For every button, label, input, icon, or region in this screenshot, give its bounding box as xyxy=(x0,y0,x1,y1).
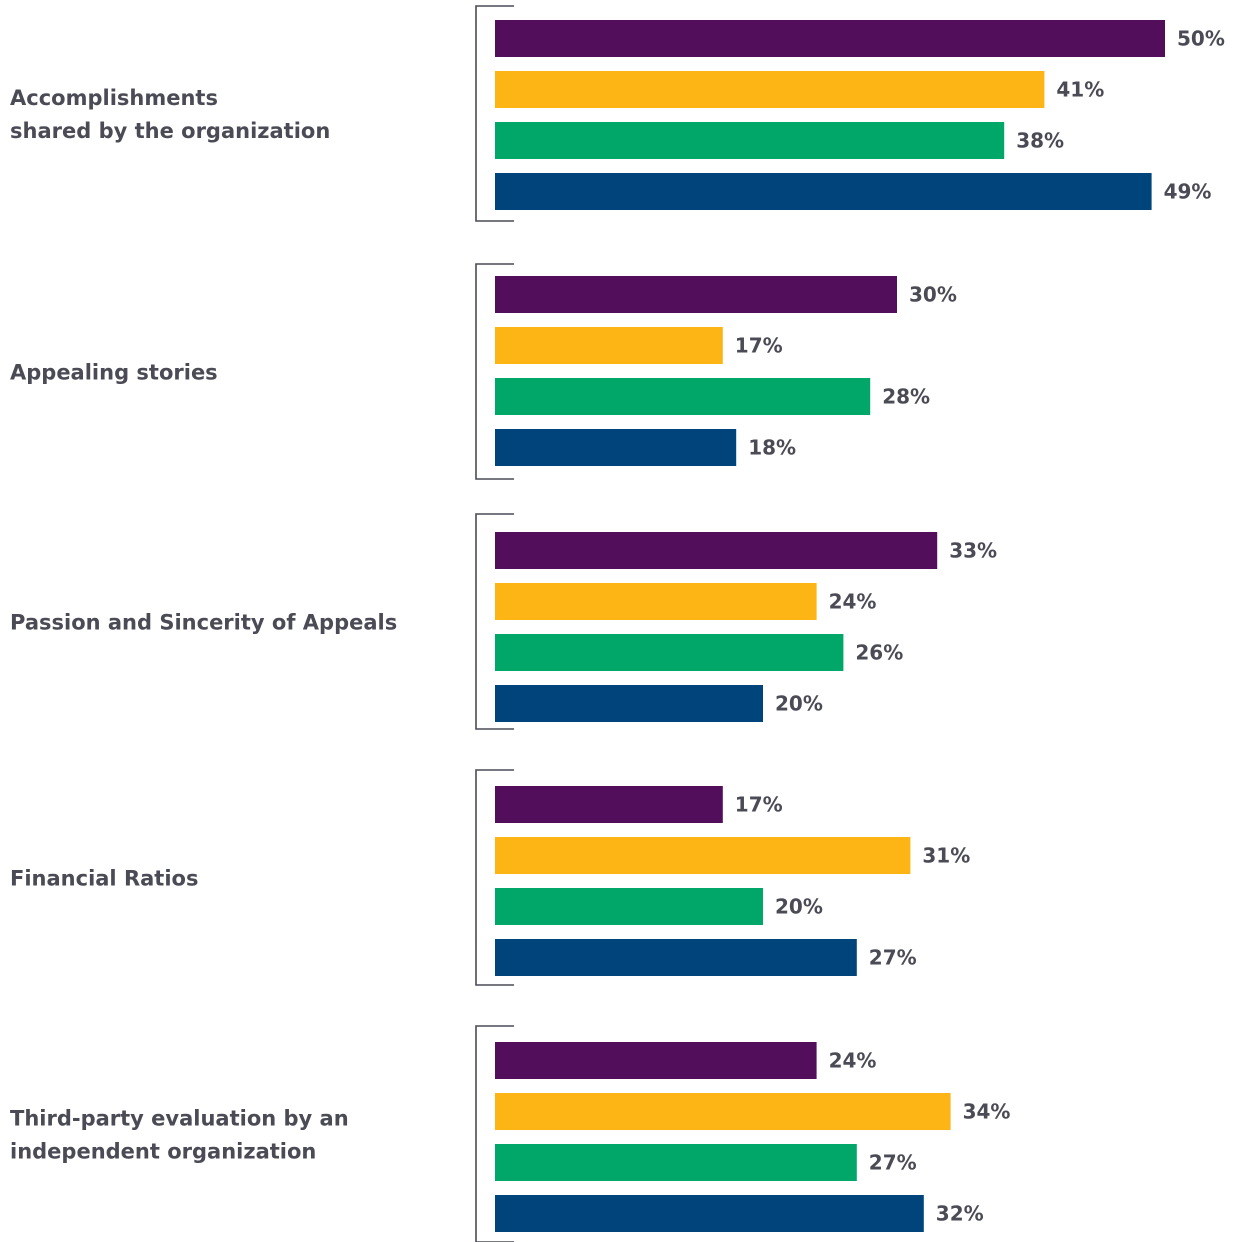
bar xyxy=(495,939,857,976)
value-label: 32% xyxy=(936,1202,984,1226)
value-label: 33% xyxy=(949,539,997,563)
bar xyxy=(495,1042,817,1079)
bar xyxy=(495,1093,951,1130)
group-brackets xyxy=(475,5,514,1242)
value-label: 26% xyxy=(855,641,903,665)
value-label: 34% xyxy=(963,1100,1011,1124)
category-label-line: Accomplishments xyxy=(10,86,218,110)
value-label: 50% xyxy=(1177,27,1225,51)
value-label: 20% xyxy=(775,692,823,716)
bar xyxy=(495,1195,924,1232)
bar xyxy=(495,532,938,569)
value-label: 24% xyxy=(829,590,877,614)
group-bracket xyxy=(475,513,514,730)
value-label: 49% xyxy=(1164,180,1212,204)
bar xyxy=(495,122,1005,159)
category-label: Accomplishments shared by the organizatio… xyxy=(10,86,330,143)
bar xyxy=(495,685,763,722)
category-label: Appealing stories xyxy=(10,361,218,385)
bar xyxy=(495,173,1152,210)
group-bracket xyxy=(475,5,514,222)
bar xyxy=(495,888,763,925)
value-label: 27% xyxy=(869,946,917,970)
category-label: Third-party evaluation by an independent … xyxy=(10,1107,349,1164)
bar xyxy=(495,429,737,466)
group-bracket xyxy=(475,769,514,986)
value-label: 17% xyxy=(735,334,783,358)
bar xyxy=(495,786,723,823)
category-label: Financial Ratios xyxy=(10,867,198,891)
bars xyxy=(495,20,1165,1232)
category-label-line: Passion and Sincerity of Appeals xyxy=(10,611,397,635)
category-labels: Accomplishments shared by the organizatio… xyxy=(10,86,397,1164)
category-label-line: independent organization xyxy=(10,1140,316,1164)
bar xyxy=(495,634,844,671)
category-label-line: Third-party evaluation by an xyxy=(10,1107,349,1131)
group-bracket xyxy=(475,263,514,480)
value-label: 24% xyxy=(829,1049,877,1073)
bar xyxy=(495,378,871,415)
bar xyxy=(495,837,911,874)
value-labels: 50% 41% 38% 49% 30% 17% 28% 18% 33% 24% 26% 20% 17% 3… xyxy=(735,27,1225,1226)
value-label: 38% xyxy=(1016,129,1064,153)
value-label: 28% xyxy=(882,385,930,409)
category-label-line: Appealing stories xyxy=(10,361,218,385)
value-label: 30% xyxy=(909,283,957,307)
value-label: 20% xyxy=(775,895,823,919)
value-label: 41% xyxy=(1056,78,1104,102)
category-label-line: Financial Ratios xyxy=(10,867,198,891)
bar xyxy=(495,276,897,313)
value-label: 18% xyxy=(748,436,796,460)
category-label-line: shared by the organization xyxy=(10,119,330,143)
value-label: 27% xyxy=(869,1151,917,1175)
group-bracket xyxy=(475,1025,514,1242)
value-label: 17% xyxy=(735,793,783,817)
category-label: Passion and Sincerity of Appeals xyxy=(10,611,397,635)
bar xyxy=(495,71,1045,108)
bar xyxy=(495,1144,857,1181)
value-label: 31% xyxy=(922,844,970,868)
bar xyxy=(495,327,723,364)
bar xyxy=(495,20,1165,57)
bar xyxy=(495,583,817,620)
